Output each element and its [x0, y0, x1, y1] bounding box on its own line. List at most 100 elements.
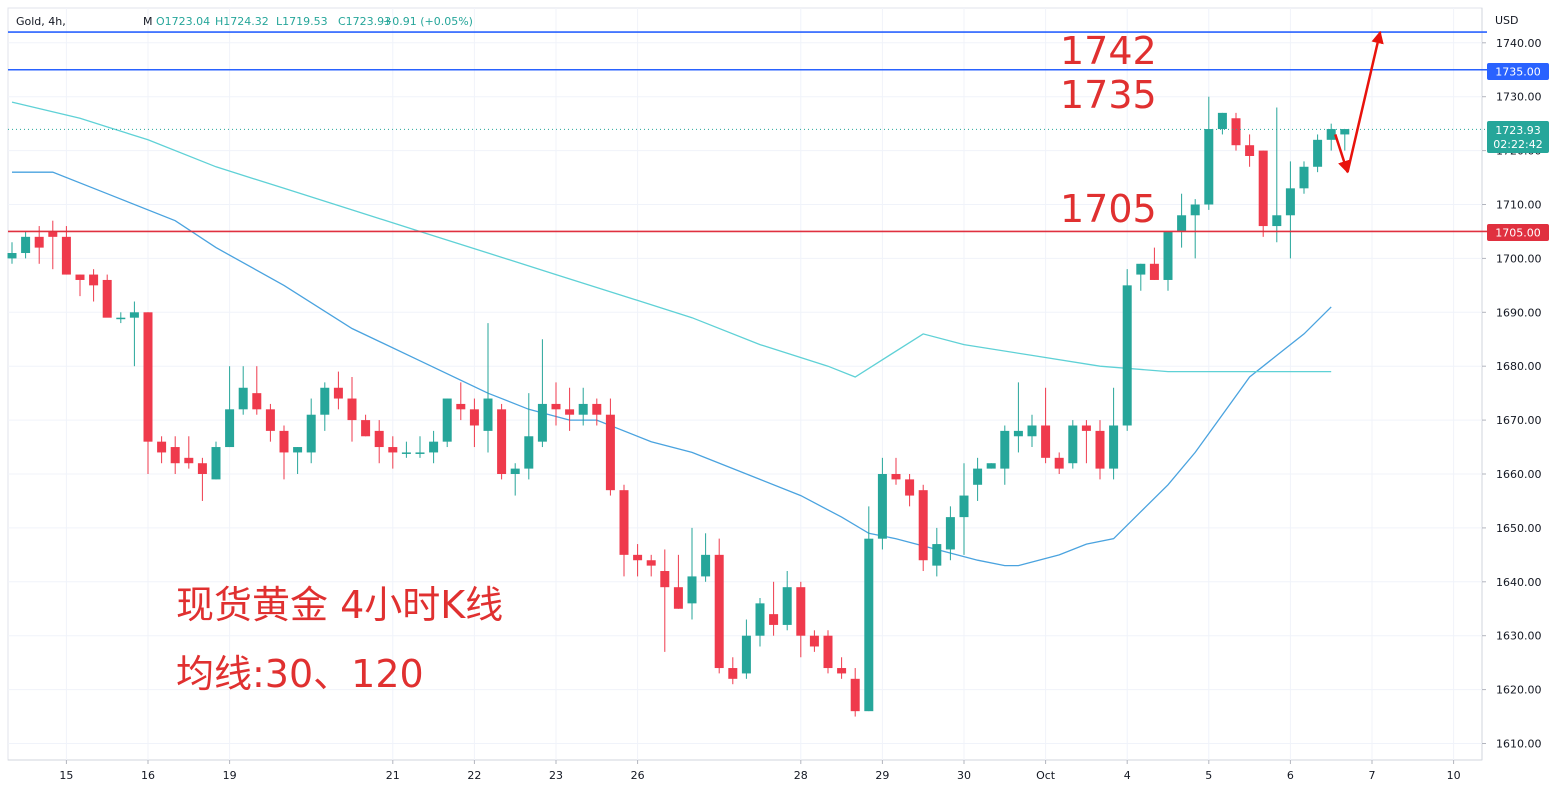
candle: [1000, 425, 1010, 485]
price-axis[interactable]: 1610.00 1620.00 1630.00 1640.00 1650.00 1660.…: [1482, 37, 1542, 751]
time-tick-label: 5: [1205, 769, 1212, 782]
time-tick-label: 10: [1447, 769, 1461, 782]
candle: [782, 571, 792, 631]
candle: [687, 527, 697, 620]
candle-body: [1299, 166, 1309, 189]
candle-body: [986, 463, 996, 469]
time-tick-label: 16: [141, 769, 155, 782]
candle: [1190, 199, 1200, 259]
candlesticks: [7, 96, 1350, 717]
currency-label: USD: [1495, 14, 1519, 27]
badge-support-text: 1705.00: [1495, 227, 1541, 240]
candle-body: [129, 312, 139, 318]
candle-body: [456, 403, 466, 410]
candle: [945, 506, 955, 561]
time-tick-label: 30: [957, 769, 971, 782]
candle: [728, 657, 738, 685]
candle-body: [1285, 188, 1295, 216]
candle-body: [184, 457, 194, 464]
candle: [619, 484, 629, 577]
candle-body: [361, 420, 371, 437]
annotation-1742: 1742: [1060, 29, 1157, 73]
candle: [1217, 112, 1227, 135]
candle-body: [1326, 129, 1336, 140]
candle-body: [157, 441, 167, 453]
candle-body: [1109, 425, 1119, 469]
candle: [701, 533, 711, 582]
candle-body: [401, 452, 411, 454]
candle: [374, 420, 384, 464]
time-tick-label: 22: [467, 769, 481, 782]
candle: [537, 339, 547, 448]
chart-caption-ma: 均线:30、120: [176, 652, 424, 696]
candle: [388, 436, 398, 469]
candle-body: [741, 635, 751, 674]
open-value: O1723.04: [156, 15, 210, 28]
change-value: +0.91 (+0.05%): [383, 15, 473, 28]
candle-body: [1245, 145, 1255, 156]
high-value: H1724.32: [215, 15, 269, 28]
candle: [361, 414, 371, 437]
candle: [401, 441, 411, 458]
candle-body: [320, 387, 330, 415]
candle-body: [469, 409, 479, 426]
candle-body: [1231, 118, 1241, 146]
candle: [1299, 161, 1309, 194]
candle-body: [633, 554, 643, 561]
candle: [75, 274, 85, 297]
candle-body: [1054, 457, 1064, 469]
price-tick-label: 1740.00: [1496, 37, 1542, 50]
candle: [143, 312, 153, 474]
candle-body: [116, 317, 126, 320]
candle: [769, 581, 779, 636]
candle-body: [660, 571, 670, 588]
candle-body: [333, 387, 343, 399]
time-axis[interactable]: 15 16 19 21 22 23 26 28 29 30 Oct 4 5 6 7 10: [59, 760, 1461, 782]
candle: [238, 366, 248, 415]
chart-caption-title: 现货黄金 4小时K线: [176, 583, 503, 627]
candle-body: [483, 398, 493, 431]
candle-body: [102, 279, 112, 318]
candle: [755, 597, 765, 647]
symbol-legend[interactable]: Gold, 4h, M O1723.04 H1724.32 L1719.53 C…: [16, 15, 473, 28]
candle-body: [211, 447, 221, 480]
candle: [986, 463, 996, 469]
candle: [524, 393, 534, 480]
candle: [1095, 420, 1105, 480]
candle: [605, 398, 615, 496]
candle-body: [864, 538, 874, 712]
candle-body: [809, 635, 819, 647]
candle: [129, 301, 139, 367]
candle-body: [850, 678, 860, 712]
candle: [333, 371, 343, 410]
candle: [959, 463, 969, 555]
candle: [1013, 382, 1023, 453]
candle: [864, 506, 874, 712]
candle-body: [1122, 285, 1132, 426]
candle: [551, 382, 561, 426]
candle: [116, 312, 126, 324]
candle: [932, 527, 942, 577]
candle-body: [252, 393, 262, 410]
candle-body: [34, 236, 44, 248]
symbol-label[interactable]: Gold, 4h,: [16, 15, 66, 28]
candle: [61, 226, 71, 275]
candle: [1054, 452, 1064, 474]
candle: [456, 382, 466, 421]
badge-last-price: 1723.93 02:22:42: [1487, 121, 1549, 153]
candle-body: [347, 398, 357, 421]
candle: [415, 436, 425, 458]
price-tick-label: 1670.00: [1496, 414, 1542, 427]
candle: [442, 398, 452, 448]
time-tick-label: 6: [1287, 769, 1294, 782]
candle: [429, 430, 439, 464]
candle-body: [578, 403, 588, 415]
price-tick-label: 1700.00: [1496, 252, 1542, 265]
candle: [837, 657, 847, 679]
candle-body: [1041, 425, 1051, 458]
candle: [1285, 161, 1295, 259]
candle: [714, 538, 724, 674]
ohlc-m-label: M: [143, 15, 153, 28]
candle-body: [89, 274, 99, 286]
